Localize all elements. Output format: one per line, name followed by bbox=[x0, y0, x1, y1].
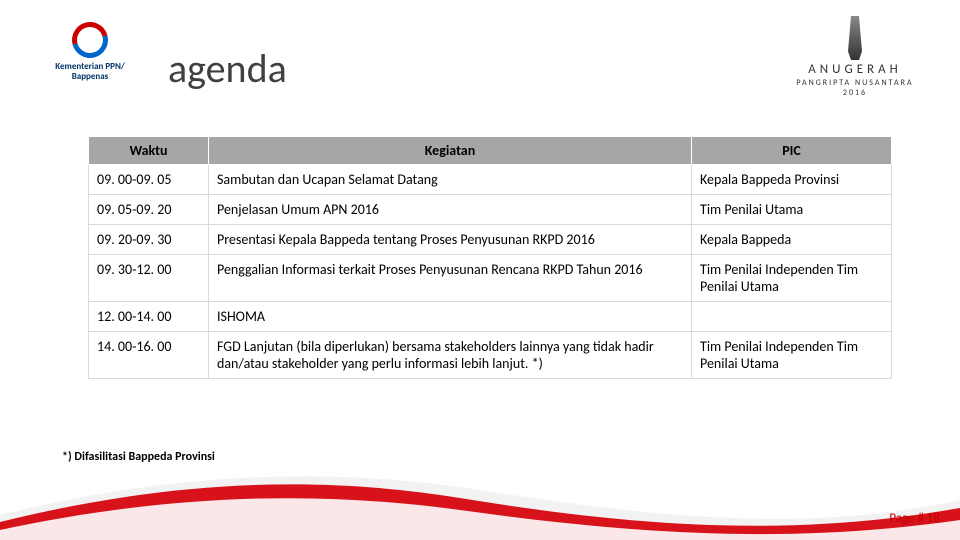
cell-pic: Kepala Bappeda Provinsi bbox=[692, 165, 892, 195]
page-title: agenda bbox=[168, 44, 287, 93]
ministry-logo-icon bbox=[70, 20, 110, 60]
cell-time: 12. 00-14. 00 bbox=[89, 302, 209, 332]
cell-pic: Tim Penilai Independen Tim Penilai Utama bbox=[692, 332, 892, 379]
table-row: 09. 20-09. 30Presentasi Kepala Bappeda t… bbox=[89, 225, 892, 255]
table-row: 14. 00-16. 00FGD Lanjutan (bila diperluk… bbox=[89, 332, 892, 379]
table-row: 12. 00-14. 00ISHOMA bbox=[89, 302, 892, 332]
cell-time: 09. 20-09. 30 bbox=[89, 225, 209, 255]
trophy-icon bbox=[845, 16, 865, 60]
cell-time: 14. 00-16. 00 bbox=[89, 332, 209, 379]
table-header-row: Waktu Kegiatan PIC bbox=[89, 137, 892, 165]
cell-time: 09. 05-09. 20 bbox=[89, 195, 209, 225]
cell-pic bbox=[692, 302, 892, 332]
table-row: 09. 00-09. 05Sambutan dan Ucapan Selamat… bbox=[89, 165, 892, 195]
agenda-table-wrap: Waktu Kegiatan PIC 09. 00-09. 05Sambutan… bbox=[88, 136, 892, 379]
table-row: 09. 30-12. 00Penggalian Informasi terkai… bbox=[89, 255, 892, 302]
cell-pic: Tim Penilai Independen Tim Penilai Utama bbox=[692, 255, 892, 302]
cell-activity: Penjelasan Umum APN 2016 bbox=[209, 195, 692, 225]
cell-pic: Tim Penilai Utama bbox=[692, 195, 892, 225]
col-header-time: Waktu bbox=[89, 137, 209, 165]
cell-time: 09. 30-12. 00 bbox=[89, 255, 209, 302]
award-logo: ANUGERAH PANGRIPTA NUSANTARA2016 bbox=[790, 16, 920, 98]
cell-time: 09. 00-09. 05 bbox=[89, 165, 209, 195]
decorative-wave bbox=[0, 460, 960, 540]
award-subtitle: PANGRIPTA NUSANTARA2016 bbox=[790, 79, 920, 98]
ministry-logo: Kementerian PPN/ Bappenas bbox=[40, 20, 140, 90]
cell-activity: FGD Lanjutan (bila diperlukan) bersama s… bbox=[209, 332, 692, 379]
cell-pic: Kepala Bappeda bbox=[692, 225, 892, 255]
cell-activity: Presentasi Kepala Bappeda tentang Proses… bbox=[209, 225, 692, 255]
footnote: *) Difasilitasi Bappeda Provinsi bbox=[62, 450, 215, 464]
col-header-activity: Kegiatan bbox=[209, 137, 692, 165]
col-header-pic: PIC bbox=[692, 137, 892, 165]
award-title: ANUGERAH bbox=[790, 62, 920, 77]
agenda-table: Waktu Kegiatan PIC 09. 00-09. 05Sambutan… bbox=[88, 136, 892, 379]
cell-activity: ISHOMA bbox=[209, 302, 692, 332]
cell-activity: Penggalian Informasi terkait Proses Peny… bbox=[209, 255, 692, 302]
cell-activity: Sambutan dan Ucapan Selamat Datang bbox=[209, 165, 692, 195]
ministry-logo-text: Kementerian PPN/ Bappenas bbox=[55, 62, 125, 82]
page-number: Page # 18 bbox=[889, 511, 940, 526]
table-row: 09. 05-09. 20Penjelasan Umum APN 2016Tim… bbox=[89, 195, 892, 225]
